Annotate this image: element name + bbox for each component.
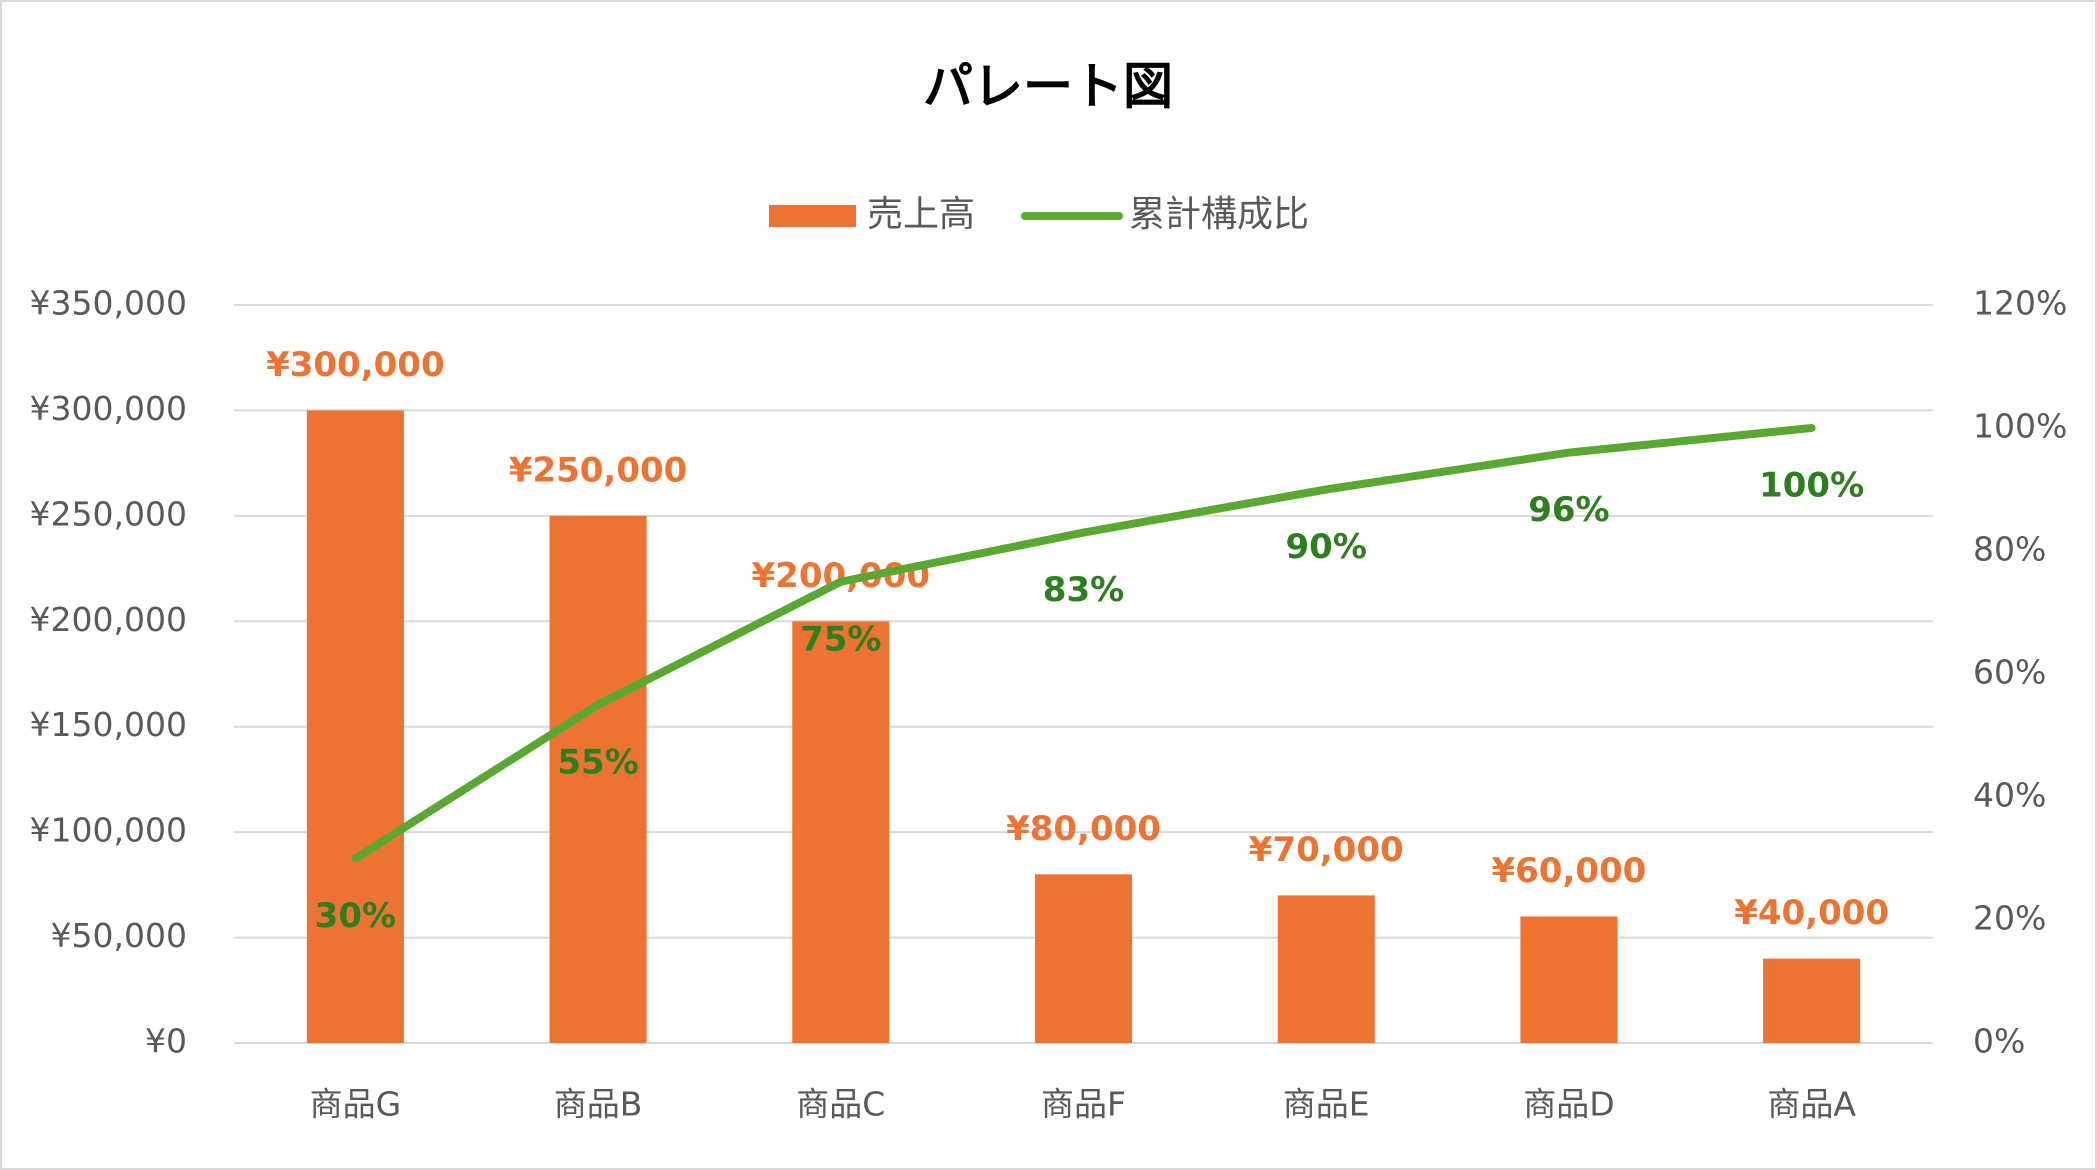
- y-tick-label: ¥200,000: [30, 600, 187, 639]
- y-tick-label: ¥100,000: [30, 811, 187, 850]
- y-tick-label: ¥150,000: [30, 705, 187, 744]
- bar: [1034, 874, 1133, 1043]
- y2-tick-label: 20%: [1973, 899, 2046, 938]
- line-value-label: 30%: [315, 896, 396, 936]
- y2-tick-label: 40%: [1973, 776, 2046, 815]
- y2-tick-label: 0%: [1973, 1022, 2025, 1061]
- y2-tick-label: 80%: [1973, 530, 2046, 569]
- bar: [1520, 916, 1618, 1043]
- y2-tick-label: 100%: [1973, 407, 2067, 446]
- bar: [1277, 895, 1375, 1043]
- y-tick-label: ¥50,000: [51, 916, 187, 955]
- line-value-label: 55%: [557, 742, 638, 782]
- bar: [1763, 958, 1861, 1043]
- bar: [549, 515, 647, 1043]
- line-value-label: 96%: [1528, 490, 1609, 530]
- y-tick-label: ¥0: [145, 1022, 187, 1061]
- x-tick-label: 商品C: [796, 1085, 885, 1124]
- line-value-label: 100%: [1759, 466, 1864, 506]
- bar: [792, 621, 890, 1043]
- bar: [306, 410, 404, 1043]
- bar-value-label: ¥300,000: [266, 345, 445, 385]
- legend-swatch: [769, 205, 856, 227]
- y2-tick-label: 120%: [1973, 284, 2067, 323]
- y-tick-label: ¥350,000: [30, 284, 187, 323]
- y2-tick-label: 60%: [1973, 653, 2046, 692]
- chart-title: パレート図: [923, 58, 1173, 116]
- bar-value-label: ¥40,000: [1734, 893, 1889, 933]
- y-tick-label: ¥300,000: [30, 389, 187, 428]
- x-tick-label: 商品B: [554, 1085, 643, 1124]
- bar-value-label: ¥250,000: [509, 450, 688, 490]
- legend-label: 売上高: [867, 194, 975, 235]
- line-value-label: 90%: [1286, 527, 1367, 567]
- x-tick-label: 商品F: [1041, 1085, 1126, 1124]
- x-tick-label: 商品D: [1523, 1085, 1614, 1124]
- bar-value-label: ¥60,000: [1491, 851, 1646, 891]
- bar-value-label: ¥80,000: [1006, 809, 1161, 849]
- bar-value-label: ¥70,000: [1249, 830, 1404, 870]
- x-tick-label: 商品G: [310, 1085, 402, 1124]
- x-tick-label: 商品E: [1283, 1085, 1370, 1124]
- line: [351, 424, 1816, 863]
- line-value-label: 83%: [1043, 570, 1124, 610]
- legend-label: 累計構成比: [1129, 194, 1309, 235]
- line-value-label: 75%: [800, 619, 881, 659]
- y-tick-label: ¥250,000: [30, 494, 187, 533]
- bar-value-label: ¥200,000: [752, 556, 931, 596]
- x-tick-label: 商品A: [1767, 1085, 1856, 1124]
